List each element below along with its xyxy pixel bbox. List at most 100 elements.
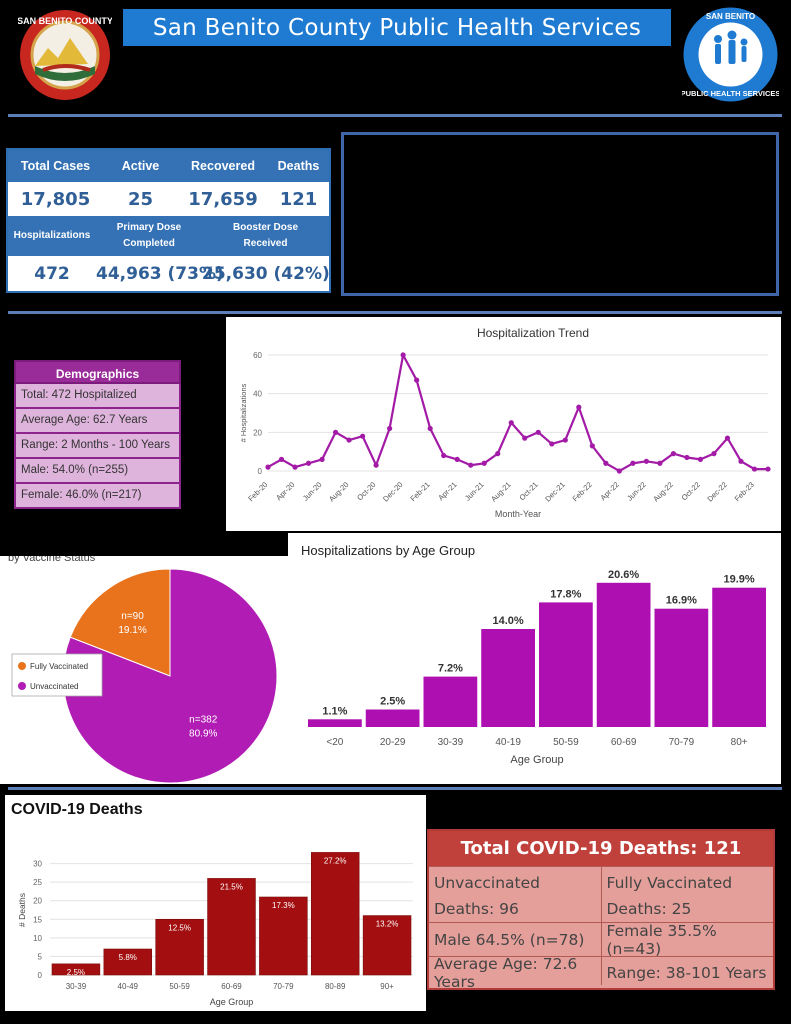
bar (259, 896, 308, 976)
demographics-row: Total: 472 Hospitalized (14, 384, 181, 409)
data-point (400, 352, 406, 358)
x-tick-label: Dec-21 (543, 480, 566, 503)
bar (362, 915, 412, 976)
legend-label: Fully Vaccinated (30, 662, 88, 671)
data-point (427, 425, 433, 432)
x-tick-label: Jun-20 (301, 480, 324, 503)
data-point (508, 420, 514, 426)
deaths-cell: Average Age: 72.6 Years (434, 955, 578, 991)
bar-value-label: 16.9% (666, 595, 697, 607)
x-tick-label: 20-29 (380, 737, 406, 748)
data-point (616, 468, 622, 474)
data-point (468, 462, 474, 468)
hospitalization-trend-panel: Hospitalization Trend 0 20 40 60 Feb-20 Apr-20… (226, 317, 781, 531)
stats-header: Active (121, 159, 160, 173)
deaths-cell: Male 64.5% (n=78) (434, 930, 585, 949)
bar (596, 582, 651, 727)
svg-text:PUBLIC HEALTH SERVICES: PUBLIC HEALTH SERVICES (682, 89, 779, 98)
data-point (319, 456, 325, 462)
y-tick-label: 20 (33, 897, 42, 906)
x-axis-label: Age Group (510, 754, 563, 766)
stats-value: 25,630 (42%) (202, 263, 330, 284)
deaths-panel: COVID-19 Deaths 0 5 10 15 20 25 30 2.5% 30-39 5.8%… (5, 795, 426, 1011)
demographics-table: Demographics Total: 472 Hospitalized Ave… (14, 360, 181, 509)
deaths-row: Average Age: 72.6 Years Range: 38-101 Ye… (429, 955, 774, 991)
bar-value-label: 5.8% (119, 953, 137, 962)
bar-value-label: 21.5% (220, 882, 243, 891)
x-tick-label: Apr-22 (598, 480, 620, 502)
demographics-title: Demographics (14, 360, 181, 384)
stats-header: Hospitalizations (13, 230, 91, 241)
demographics-row: Female: 46.0% (n=217) (14, 484, 181, 509)
bar (481, 629, 535, 727)
data-point (481, 460, 487, 466)
bar-value-label: 12.5% (168, 923, 191, 932)
y-tick-label: 20 (253, 428, 262, 437)
y-tick-label: 0 (38, 971, 43, 980)
data-point (684, 454, 690, 461)
bar (423, 676, 478, 727)
x-tick-label: 50-59 (169, 982, 190, 991)
x-tick-label: Aug-22 (651, 480, 674, 503)
data-point (346, 437, 352, 443)
stats-header: Total Cases (20, 159, 91, 173)
pie-slice (69, 568, 171, 677)
stats-value: 472 (34, 263, 70, 284)
y-axis-label: # Hospitalizations (239, 383, 248, 442)
data-point (359, 433, 366, 439)
deaths-row: Unvaccinated Deaths: 96 Fully Vaccinated… (429, 866, 773, 922)
demographics-row: Average Age: 62.7 Years (14, 409, 181, 434)
stats-table: Total Cases Active Recovered Deaths 17,8… (6, 148, 331, 293)
chart-title: COVID-19 Deaths (11, 801, 143, 818)
stats-header-row-2: Hospitalizations Primary Dose Completed … (8, 216, 329, 256)
x-tick-label: Oct-20 (355, 480, 377, 502)
data-point (549, 441, 555, 447)
bar (310, 852, 360, 976)
x-tick-label: 60-69 (611, 737, 637, 748)
data-point (278, 456, 285, 462)
stats-header: Recovered (191, 159, 255, 173)
x-tick-label: 40-49 (118, 982, 139, 991)
data-point (630, 460, 636, 466)
x-tick-label: 80+ (731, 737, 748, 748)
demographics-row: Range: 2 Months - 100 Years (14, 434, 181, 459)
data-point (657, 460, 663, 466)
y-tick-label: 30 (33, 860, 42, 869)
y-tick-label: 25 (33, 878, 42, 887)
bar (365, 709, 420, 727)
stats-header: Booster Dose Received (232, 222, 298, 249)
bar (51, 963, 101, 976)
stats-header-row-1: Total Cases Active Recovered Deaths (8, 150, 329, 182)
age-group-panel: Hospitalizations by Age Group 1.1% <20 2.5%… (288, 533, 781, 784)
bar (308, 719, 362, 727)
legend-box (11, 653, 103, 697)
stats-value: 17,659 (188, 188, 258, 210)
x-tick-label: Dec-20 (381, 480, 404, 503)
bar (103, 948, 153, 976)
x-tick-label: Oct-21 (517, 480, 539, 502)
bar-value-label: 14.0% (493, 615, 524, 627)
bar-value-label: 17.3% (272, 901, 295, 910)
data-point (292, 464, 298, 470)
divider (8, 787, 782, 790)
slice-percent-label: 80.9% (189, 729, 217, 740)
deaths-row: Male 64.5% (n=78) Female 35.5% (n=43) (429, 918, 773, 961)
bar-value-label: 1.1% (322, 705, 347, 717)
stats-value: 17,805 (20, 188, 91, 210)
legend-swatch (18, 662, 26, 670)
data-point (738, 458, 744, 464)
trend-line (267, 351, 768, 473)
x-tick-label: 60-69 (221, 982, 242, 991)
y-tick-label: 0 (258, 467, 263, 476)
stats-header: Deaths (277, 159, 320, 173)
x-tick-label: 40-19 (495, 737, 521, 748)
bar-value-label: 7.2% (438, 663, 463, 675)
deaths-cell: Range: 38-101 Years (600, 961, 774, 985)
y-tick-label: 15 (33, 915, 42, 924)
page-title: San Benito County Public Health Services (123, 9, 671, 46)
data-point (670, 451, 677, 457)
data-point (454, 456, 460, 462)
x-tick-label: Apr-21 (436, 480, 458, 502)
data-point (724, 435, 731, 441)
hospitalization-trend-chart: Hospitalization Trend 0 20 40 60 Feb-20 Apr-20… (239, 326, 771, 519)
